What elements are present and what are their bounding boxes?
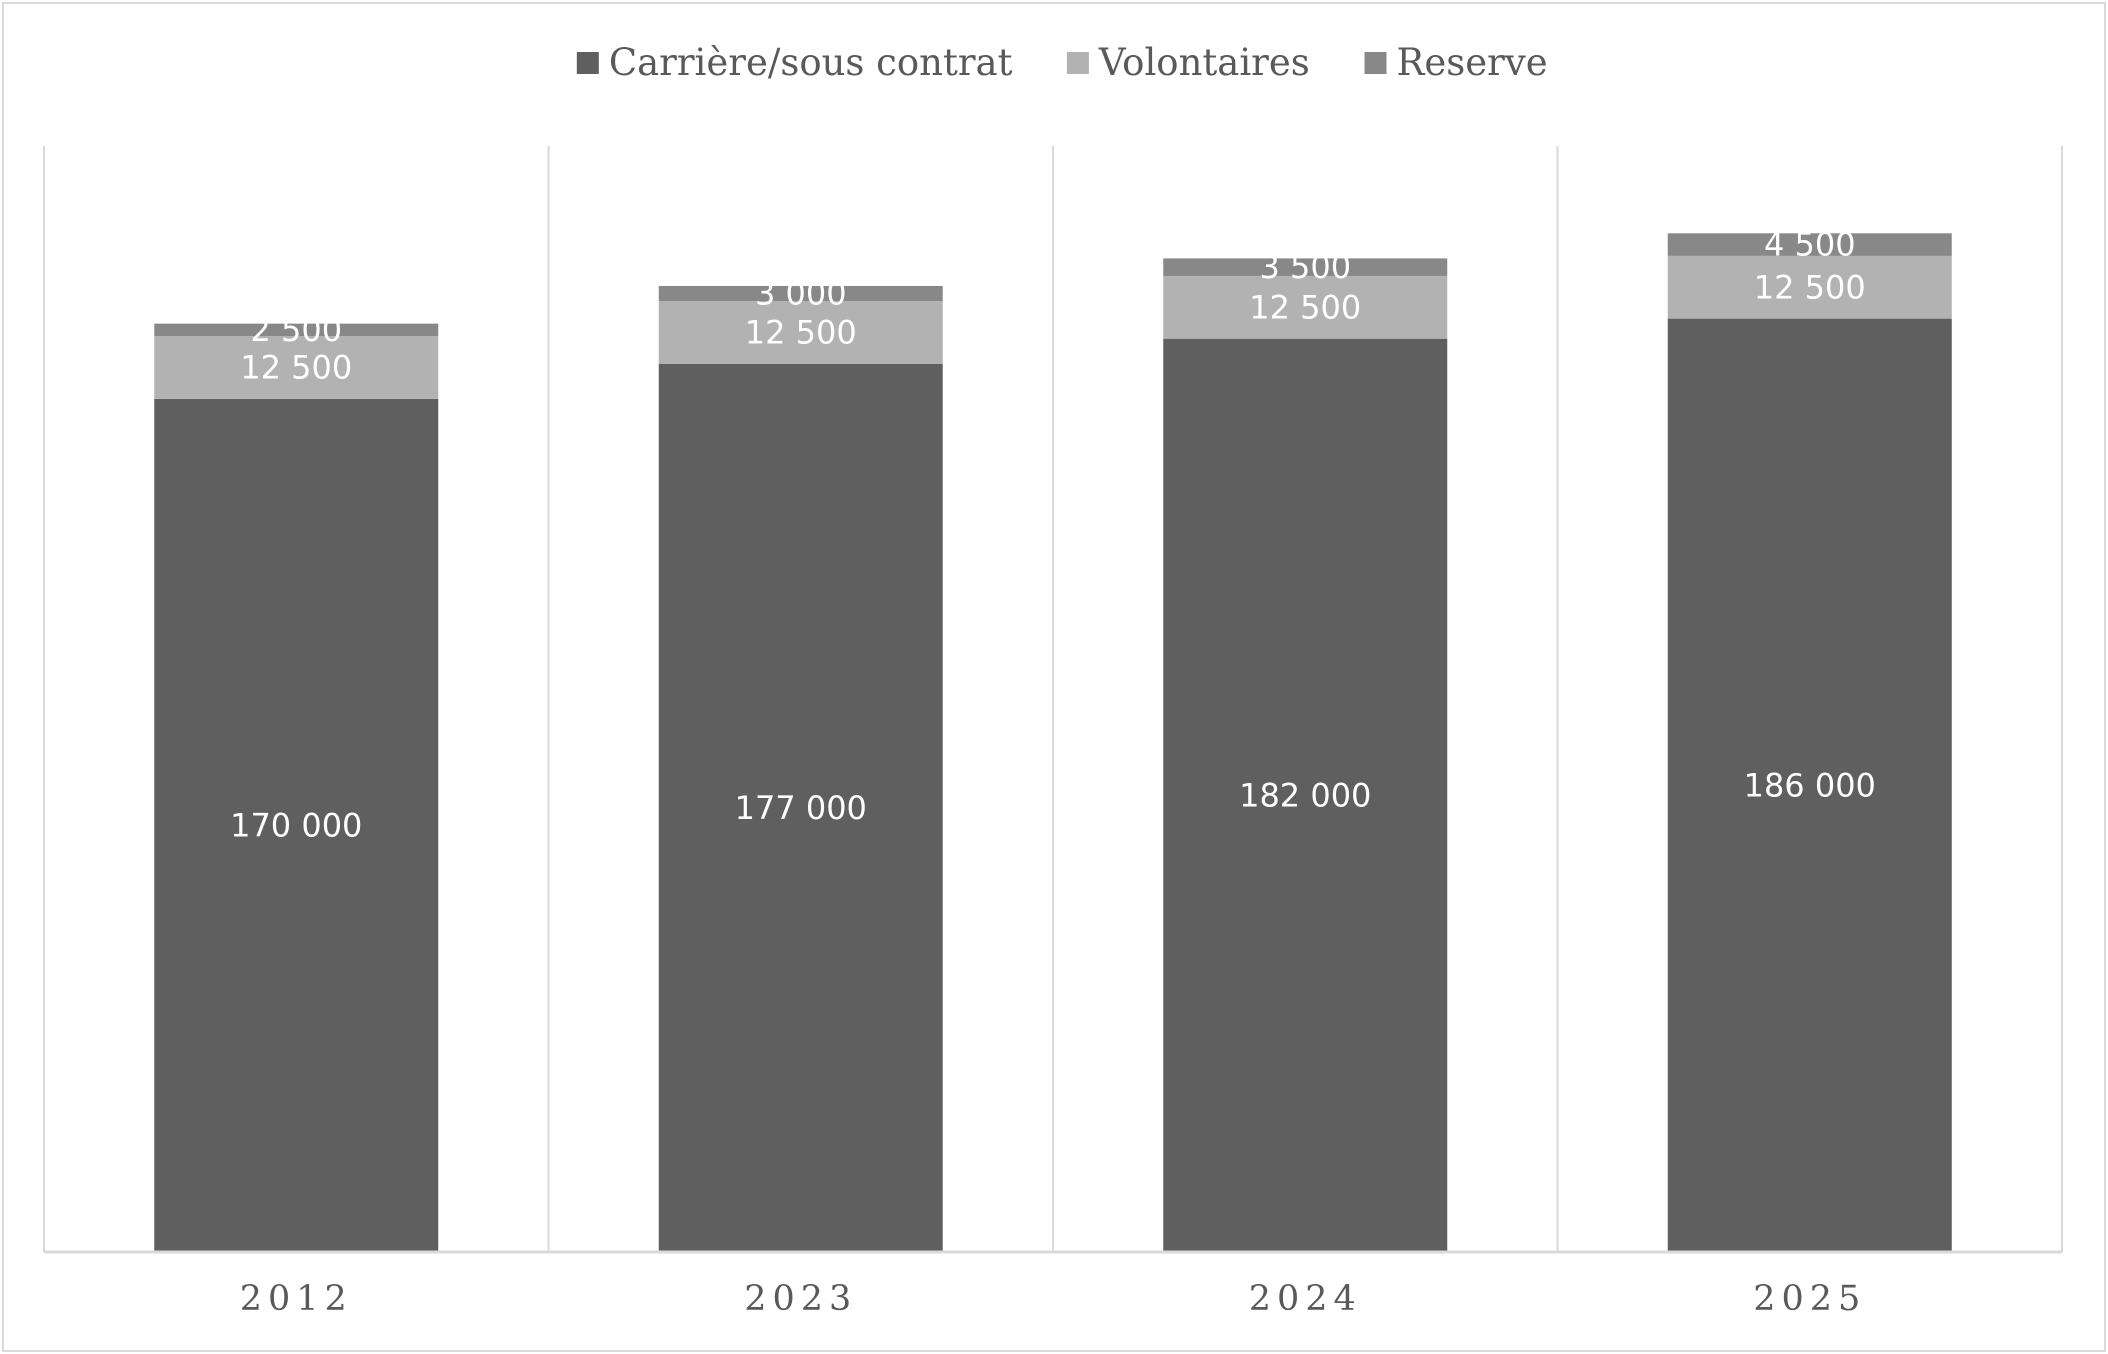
legend-label: Reserve	[1397, 41, 1548, 84]
x-tick-label: 2024	[1249, 1279, 1362, 1319]
bar-segments	[154, 233, 1952, 1253]
data-label: 3 000	[755, 275, 847, 313]
bar-segment-volontaires-2024	[1163, 275, 1448, 339]
data-label: 170 000	[230, 806, 362, 844]
data-label: 12 500	[1754, 268, 1866, 306]
data-label: 12 500	[1249, 288, 1361, 326]
x-tick-label: 2025	[1753, 1279, 1866, 1319]
data-label: 3 500	[1259, 248, 1351, 286]
bar-segment-reserve-2012	[154, 323, 439, 337]
bar-segment-volontaires-2023	[658, 301, 943, 364]
legend-label: Carrière/sous contrat	[609, 41, 1013, 84]
data-label: 12 500	[240, 349, 352, 387]
x-tick-label: 2012	[240, 1279, 353, 1319]
x-tick-labels: 2012 2023 2024 2025	[240, 1279, 1866, 1319]
bar-segment-reserve-2024	[1163, 258, 1448, 276]
bar-segment-reserve-2025	[1667, 233, 1952, 256]
bar-segment-carri-re-sous-contrat-2025	[1667, 318, 1952, 1253]
bar-segment-carri-re-sous-contrat-2023	[658, 363, 943, 1252]
data-label: 4 500	[1764, 226, 1856, 264]
legend-swatch	[576, 52, 599, 74]
data-label: 12 500	[745, 313, 857, 351]
data-label: 182 000	[1239, 776, 1371, 814]
legend-swatch	[1066, 52, 1089, 74]
bar-segment-volontaires-2012	[154, 336, 439, 399]
bar-segment-carri-re-sous-contrat-2012	[154, 398, 439, 1253]
x-tick-label: 2023	[744, 1279, 857, 1319]
data-label: 177 000	[735, 789, 867, 827]
data-label: 186 000	[1744, 766, 1876, 804]
data-label: 2 500	[250, 311, 342, 349]
legend: Carrière/sous contrat Volontaires Reserve	[576, 41, 1548, 84]
bar-segment-volontaires-2025	[1667, 255, 1952, 319]
legend-label: Volontaires	[1098, 41, 1310, 84]
bar-segment-carri-re-sous-contrat-2024	[1163, 338, 1448, 1252]
legend-swatch	[1364, 52, 1387, 74]
bar-segment-reserve-2023	[658, 286, 943, 302]
category-separators	[43, 146, 2063, 1252]
